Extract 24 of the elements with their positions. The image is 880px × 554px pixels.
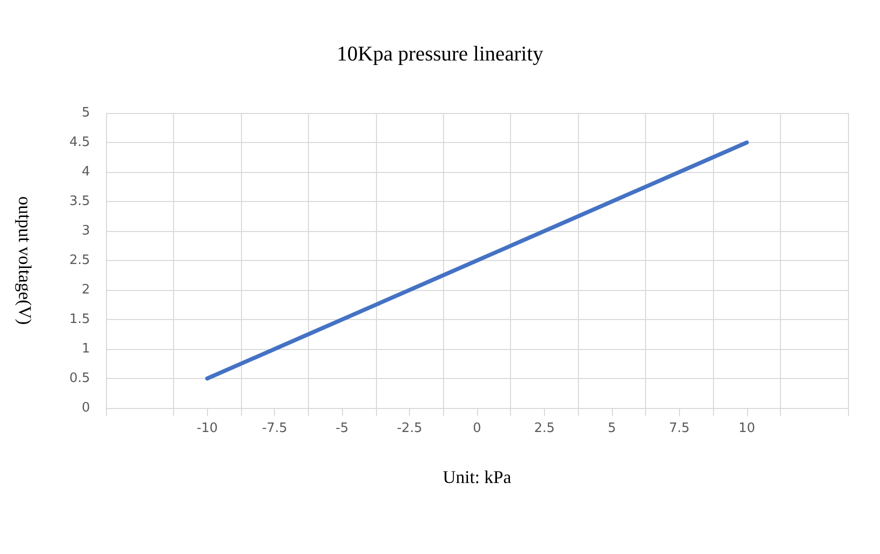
x-tick-label: -7.5 (262, 421, 288, 436)
y-axis-title: output voltage(V) (15, 196, 35, 325)
y-tick-label: 0.5 (69, 371, 90, 386)
x-tick-label: -5 (336, 421, 349, 436)
y-tick-label: 4.5 (69, 135, 90, 150)
y-tick-label: 2.5 (69, 253, 90, 268)
y-tick-label: 3.5 (69, 194, 90, 209)
line-series (205, 140, 749, 380)
x-tick-label: 10 (738, 421, 756, 436)
y-tick-label: 0 (82, 400, 90, 416)
y-tick-label: 2 (82, 282, 90, 298)
y-tick-label: 5 (82, 106, 90, 120)
y-tick-label: 1 (82, 342, 90, 356)
x-tick-label: 5 (608, 421, 616, 436)
y-tick-label: 1.5 (69, 312, 90, 327)
x-tick-label: 2.5 (534, 421, 555, 436)
x-tick-label: -2.5 (396, 421, 422, 436)
y-tick-label: 4 (82, 164, 90, 180)
x-axis-title: Unit: kPa (442, 467, 512, 487)
y-tick-label: 3 (82, 224, 90, 238)
x-tick-label: 7.5 (669, 421, 690, 436)
chart-title: 10Kpa pressure linearity (336, 42, 544, 66)
x-tick-label: 0 (472, 421, 482, 436)
x-tick-label: -10 (196, 421, 218, 436)
